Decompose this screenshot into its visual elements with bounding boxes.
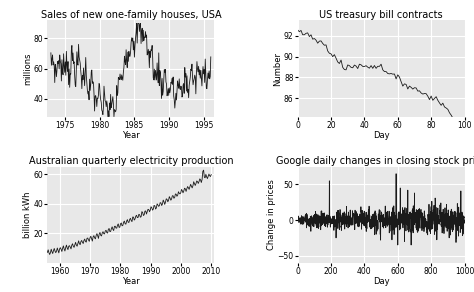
Y-axis label: billion kWh: billion kWh <box>23 192 32 238</box>
Y-axis label: millions: millions <box>23 52 32 85</box>
Y-axis label: Number: Number <box>273 51 283 86</box>
Title: Australian quarterly electricity production: Australian quarterly electricity product… <box>28 156 233 166</box>
Title: Google daily changes in closing stock price: Google daily changes in closing stock pr… <box>276 156 474 166</box>
Title: US treasury bill contracts: US treasury bill contracts <box>319 10 443 20</box>
X-axis label: Day: Day <box>373 131 390 140</box>
X-axis label: Year: Year <box>122 131 140 140</box>
X-axis label: Day: Day <box>373 277 390 286</box>
Y-axis label: Change in prices: Change in prices <box>267 179 276 250</box>
X-axis label: Year: Year <box>122 277 140 286</box>
Title: Sales of new one-family houses, USA: Sales of new one-family houses, USA <box>40 10 221 20</box>
